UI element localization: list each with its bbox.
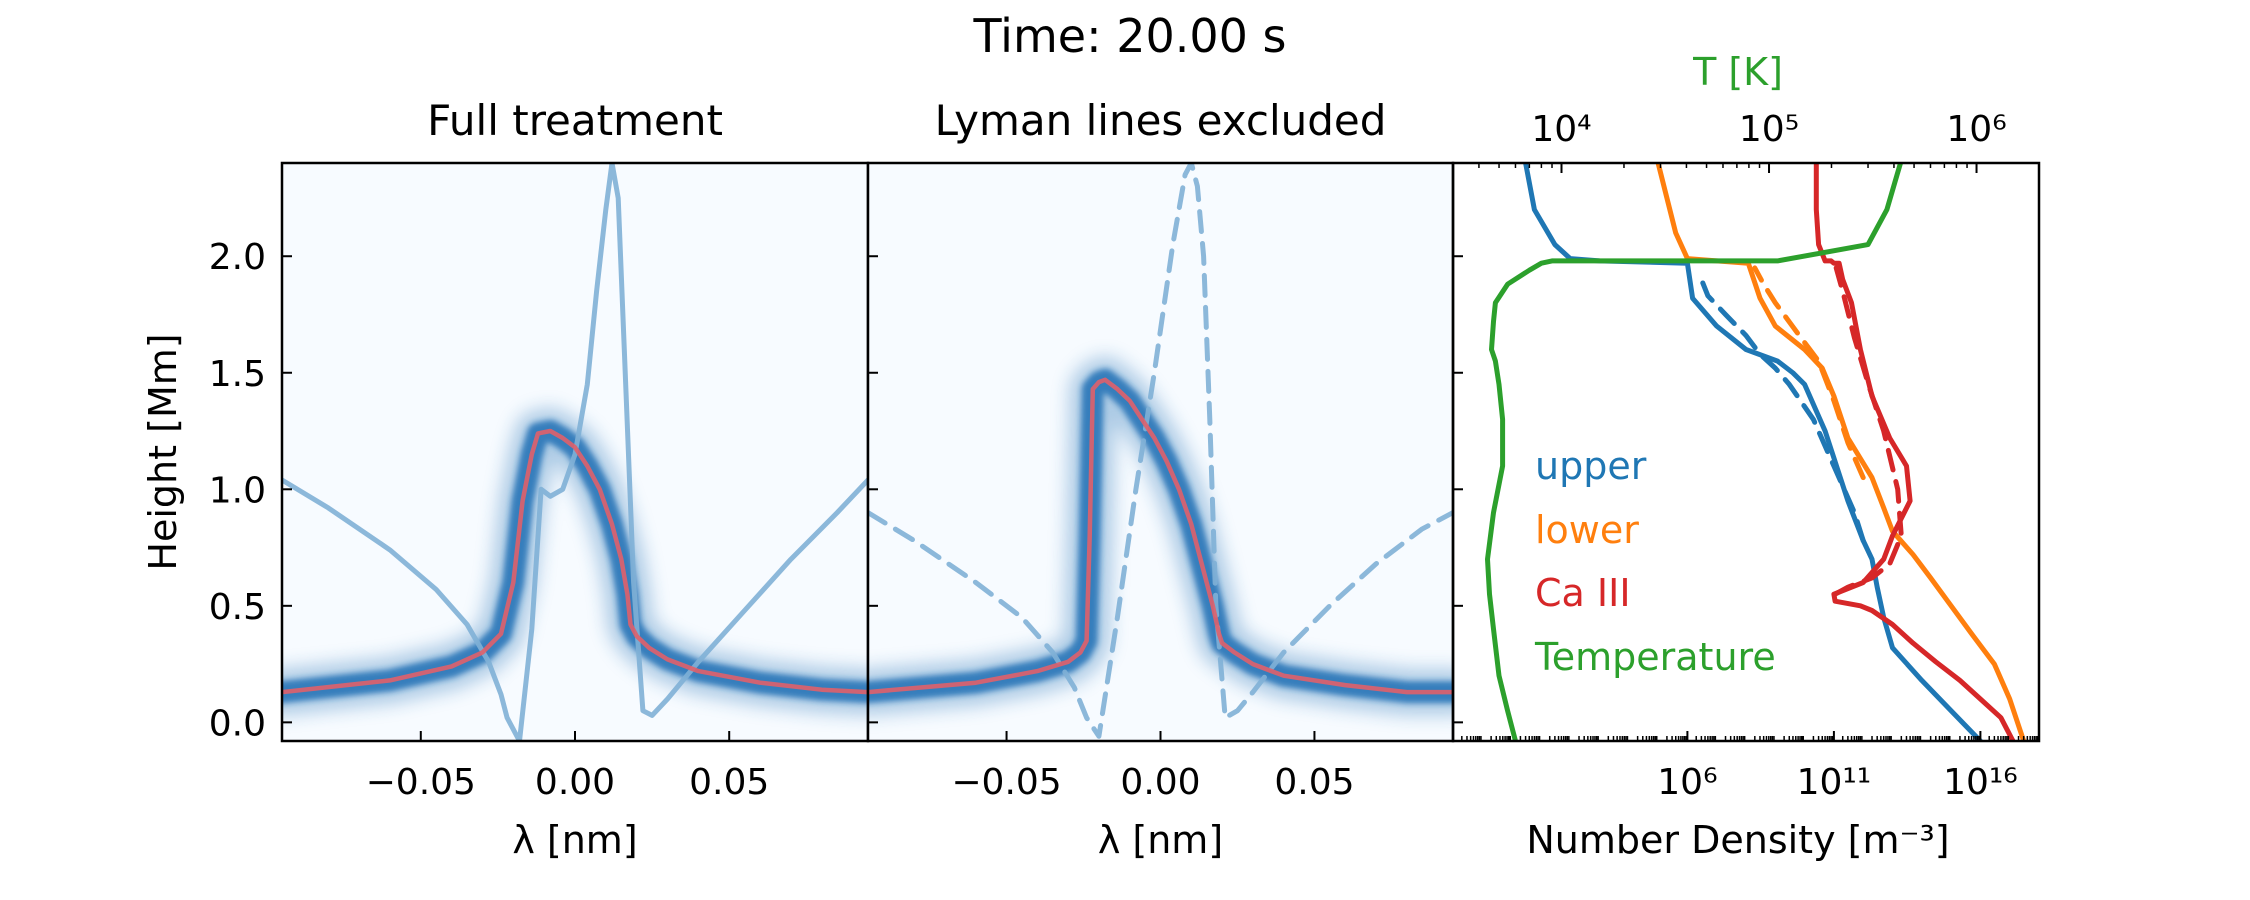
- legend-lower: lower: [1535, 508, 1639, 552]
- xlabel-1: λ [nm]: [1098, 818, 1223, 862]
- plot-area-1: [868, 163, 1453, 739]
- xtick-label-2: 0.05: [689, 762, 769, 803]
- ytick-label-3: 1.5: [209, 354, 266, 395]
- line-core-solid: [282, 163, 868, 741]
- legend-temperature: Temperature: [1534, 635, 1776, 679]
- legend-upper: upper: [1535, 444, 1647, 488]
- panel-title-0: Full treatment: [427, 96, 723, 145]
- legend: upper lower Ca III Temperature: [1534, 444, 1776, 679]
- xlabel-2: Number Density [m⁻³]: [1526, 818, 1949, 862]
- panel-number-density: 10⁶ 10¹¹ 10¹⁶ 10⁴ 10⁵ 10⁶ T [K] Number Density …: [1451, 50, 2041, 862]
- series-lower-dashed: [1752, 265, 1866, 481]
- panel-title-1: Lyman lines excluded: [935, 96, 1387, 145]
- xtick-label-2: 0.05: [1274, 762, 1354, 803]
- xtick-label-0: 10⁶: [1657, 762, 1717, 803]
- xtick-label-1: 0.00: [1120, 762, 1200, 803]
- formation-height-line: [282, 428, 868, 695]
- series-temperature: [1485, 163, 1903, 741]
- toptick-label-0: 10⁴: [1531, 109, 1591, 150]
- top-axis-label: T [K]: [1692, 50, 1783, 94]
- toptick-label-1: 10⁵: [1739, 109, 1799, 150]
- axes-frame-2: [1451, 161, 2041, 743]
- panel-full-treatment: 0.0 0.5 1.0 1.5 2.0 −0.05 0.00 0.05 Full treatme…: [141, 96, 870, 862]
- xtick-label-2: 10¹⁶: [1943, 762, 2018, 803]
- toptick-label-2: 10⁶: [1946, 109, 2006, 150]
- xtick-label-1: 10¹¹: [1797, 762, 1872, 803]
- legend-ca: Ca III: [1535, 571, 1631, 615]
- xtick-label-0: −0.05: [951, 762, 1061, 803]
- ytick-label-0: 0.0: [209, 703, 266, 744]
- ylabel-0: Height [Mm]: [141, 333, 185, 570]
- xlabel-0: λ [nm]: [512, 818, 637, 862]
- suptitle: Time: 20.00 s: [973, 9, 1287, 63]
- ytick-label-2: 1.0: [209, 470, 266, 511]
- formation-height-line: [868, 377, 1453, 695]
- xtick-label-0: −0.05: [366, 762, 476, 803]
- plot-area-0: [282, 163, 868, 741]
- series-upper-dashed: [1698, 277, 1866, 544]
- plot-area-2: [1485, 163, 2027, 741]
- line-core-dashed: [868, 163, 1453, 739]
- ytick-label-4: 2.0: [209, 237, 266, 278]
- panel-lyman-excluded: −0.05 0.00 0.05 Lyman lines excluded λ [nm]: [866, 96, 1455, 862]
- ytick-label-1: 0.5: [209, 587, 266, 628]
- series-ca-dashed: [1832, 265, 1904, 597]
- xtick-label-1: 0.00: [535, 762, 615, 803]
